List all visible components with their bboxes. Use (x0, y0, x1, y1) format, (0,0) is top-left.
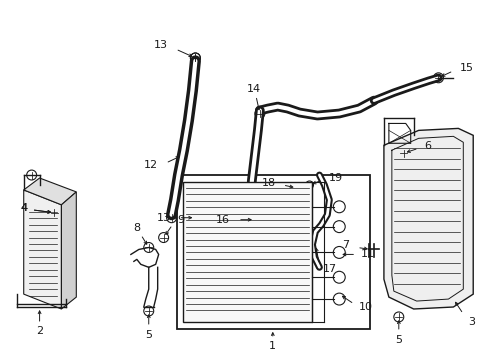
Text: 6: 6 (424, 141, 431, 151)
Text: 17: 17 (322, 264, 336, 274)
Text: 15: 15 (458, 63, 472, 73)
Text: 12: 12 (143, 160, 157, 170)
Polygon shape (24, 178, 76, 205)
Text: 18: 18 (261, 178, 275, 188)
Text: 2: 2 (36, 326, 43, 336)
Polygon shape (61, 192, 76, 309)
Bar (176, 175, 369, 329)
Text: 14: 14 (246, 84, 261, 94)
Text: 4: 4 (20, 203, 27, 213)
Text: 5: 5 (145, 330, 152, 340)
Text: 9: 9 (177, 215, 184, 225)
Text: 7: 7 (342, 240, 348, 251)
Text: 19: 19 (327, 173, 342, 183)
Polygon shape (383, 129, 472, 309)
Text: 4: 4 (20, 203, 27, 213)
Text: 16: 16 (216, 215, 230, 225)
Bar (183, 182, 312, 322)
Text: 1: 1 (269, 341, 276, 351)
Polygon shape (24, 190, 61, 309)
Text: 8: 8 (133, 222, 140, 233)
Text: 3: 3 (468, 317, 474, 327)
Text: 5: 5 (394, 335, 402, 345)
Text: 11: 11 (360, 249, 374, 260)
Text: 13: 13 (153, 40, 167, 50)
Text: 13: 13 (156, 213, 170, 223)
Text: 10: 10 (358, 302, 372, 312)
